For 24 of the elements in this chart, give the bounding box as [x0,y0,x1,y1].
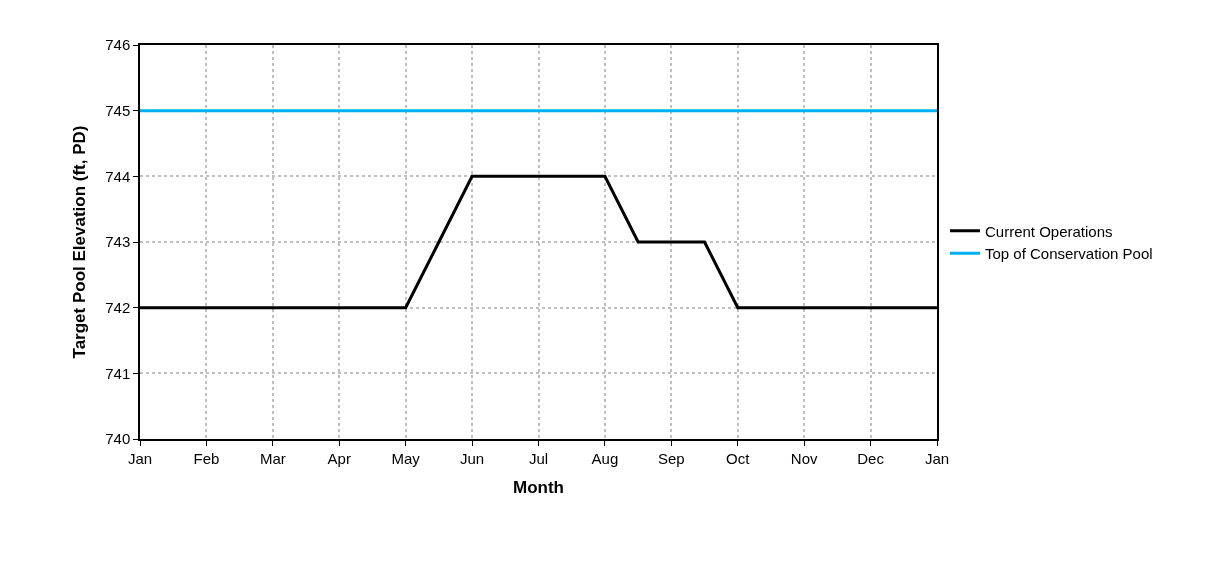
y-tick-label: 744 [105,167,131,185]
x-tick-label: Nov [790,449,818,467]
legend-label: Top of Conservation Pool [984,245,1153,263]
x-axis-title: Month [513,477,564,497]
y-tick-label: 740 [105,430,131,448]
x-tick-label: Apr [327,449,351,467]
y-tick-label: 741 [105,364,131,382]
y-tick-label: 742 [105,298,131,316]
x-tick-label: Jun [459,449,485,467]
x-tick-label: Aug [591,449,619,467]
x-tick-label: Jan [924,449,950,467]
x-tick-label: Oct [726,449,751,467]
y-axis-title: Target Pool Elevation (ft, PD) [70,125,90,359]
x-tick-label: Sep [657,449,685,467]
x-tick-label: Dec [857,449,885,467]
legend-label: Current Operations [984,222,1113,240]
x-tick-label: Feb [193,449,220,467]
x-tick-label: Jul [528,449,549,467]
x-tick-label: Jan [127,449,153,467]
y-tick-label: 745 [105,101,131,119]
y-tick-label: 746 [105,36,131,54]
x-tick-label: May [391,449,421,467]
y-tick-label: 743 [105,233,131,251]
x-tick-label: Mar [259,449,286,467]
